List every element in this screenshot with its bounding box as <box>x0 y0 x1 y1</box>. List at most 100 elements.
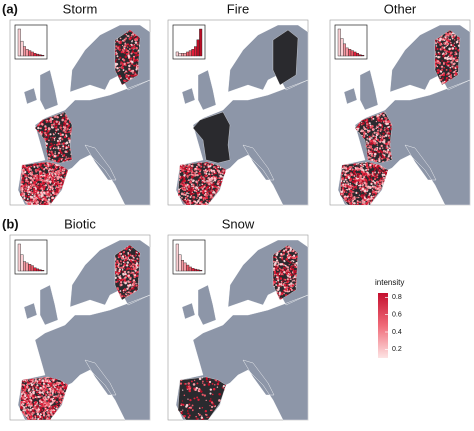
speckle <box>389 148 391 150</box>
speckle <box>350 178 352 180</box>
speckle <box>115 49 117 51</box>
speckle <box>380 139 381 140</box>
speckle <box>350 172 351 173</box>
speckle <box>52 169 54 171</box>
speckle <box>361 191 362 192</box>
speckle <box>132 259 134 261</box>
speckle <box>210 176 212 178</box>
speckle <box>377 130 378 131</box>
speckle <box>364 190 367 193</box>
speckle <box>376 174 378 176</box>
speckle <box>51 199 53 201</box>
inset-bar <box>179 53 182 56</box>
speckle <box>198 168 199 169</box>
speckle <box>373 171 375 173</box>
speckle <box>123 273 125 275</box>
speckle <box>47 135 49 137</box>
speckle <box>447 78 449 80</box>
speckle <box>136 64 137 65</box>
speckle <box>120 253 122 255</box>
speckle <box>59 149 61 151</box>
speckle <box>62 134 64 136</box>
speckle <box>52 185 53 186</box>
speckle <box>134 286 135 287</box>
speckle <box>120 290 122 292</box>
speckle <box>116 53 118 55</box>
speckle <box>203 198 205 200</box>
speckle <box>116 59 118 61</box>
speckle <box>57 140 59 142</box>
speckle <box>24 184 26 186</box>
speckle <box>28 166 30 168</box>
speckle <box>373 142 376 145</box>
speckle <box>347 189 348 190</box>
speckle <box>344 167 347 170</box>
speckle <box>135 52 137 54</box>
speckle <box>439 42 441 44</box>
speckle <box>370 145 372 147</box>
speckle <box>44 180 46 182</box>
speckle <box>374 155 376 157</box>
speckle <box>55 137 56 138</box>
speckle <box>203 187 204 188</box>
speckle <box>50 143 52 145</box>
speckle <box>358 173 360 175</box>
speckle <box>128 75 130 77</box>
speckle <box>137 59 138 60</box>
speckle <box>55 130 56 131</box>
speckle <box>126 288 128 290</box>
speckle <box>456 41 458 43</box>
speckle <box>381 170 383 172</box>
speckle <box>351 193 353 195</box>
speckle <box>193 184 194 185</box>
speckle <box>38 176 40 178</box>
speckle <box>348 177 350 179</box>
speckle <box>123 251 125 253</box>
speckle <box>57 155 59 157</box>
speckle <box>37 193 39 195</box>
speckle <box>348 205 350 207</box>
speckle <box>355 168 357 170</box>
speckle <box>136 261 137 262</box>
speckle <box>349 184 351 186</box>
speckle <box>118 270 120 272</box>
speckle <box>201 184 203 186</box>
speckle <box>131 75 133 77</box>
speckle <box>445 41 447 43</box>
speckle <box>183 186 184 187</box>
speckle <box>356 184 358 186</box>
speckle <box>133 276 135 278</box>
speckle <box>206 165 207 166</box>
speckle <box>61 146 62 147</box>
speckle <box>128 277 130 279</box>
speckle <box>385 123 387 125</box>
speckle <box>376 121 377 122</box>
speckle <box>132 33 134 35</box>
speckle <box>127 271 129 273</box>
speckle <box>187 165 189 167</box>
speckle <box>40 201 42 203</box>
speckle <box>59 140 61 142</box>
speckle <box>49 146 52 149</box>
speckle <box>131 255 133 257</box>
speckle <box>454 43 455 44</box>
speckle <box>370 179 372 181</box>
speckle <box>131 41 133 43</box>
speckle <box>43 168 45 170</box>
speckle <box>30 181 32 183</box>
speckle <box>214 185 215 186</box>
speckle <box>440 79 442 81</box>
speckle <box>212 180 214 182</box>
speckle <box>47 176 49 178</box>
speckle <box>191 167 193 169</box>
speckle <box>45 184 47 186</box>
speckle <box>129 251 130 252</box>
speckle <box>368 146 370 148</box>
speckle <box>366 138 368 140</box>
speckle <box>377 168 378 169</box>
speckle <box>441 49 443 51</box>
speckle <box>384 130 385 131</box>
speckle <box>449 39 451 41</box>
speckle <box>28 174 29 175</box>
speckle <box>370 157 372 159</box>
